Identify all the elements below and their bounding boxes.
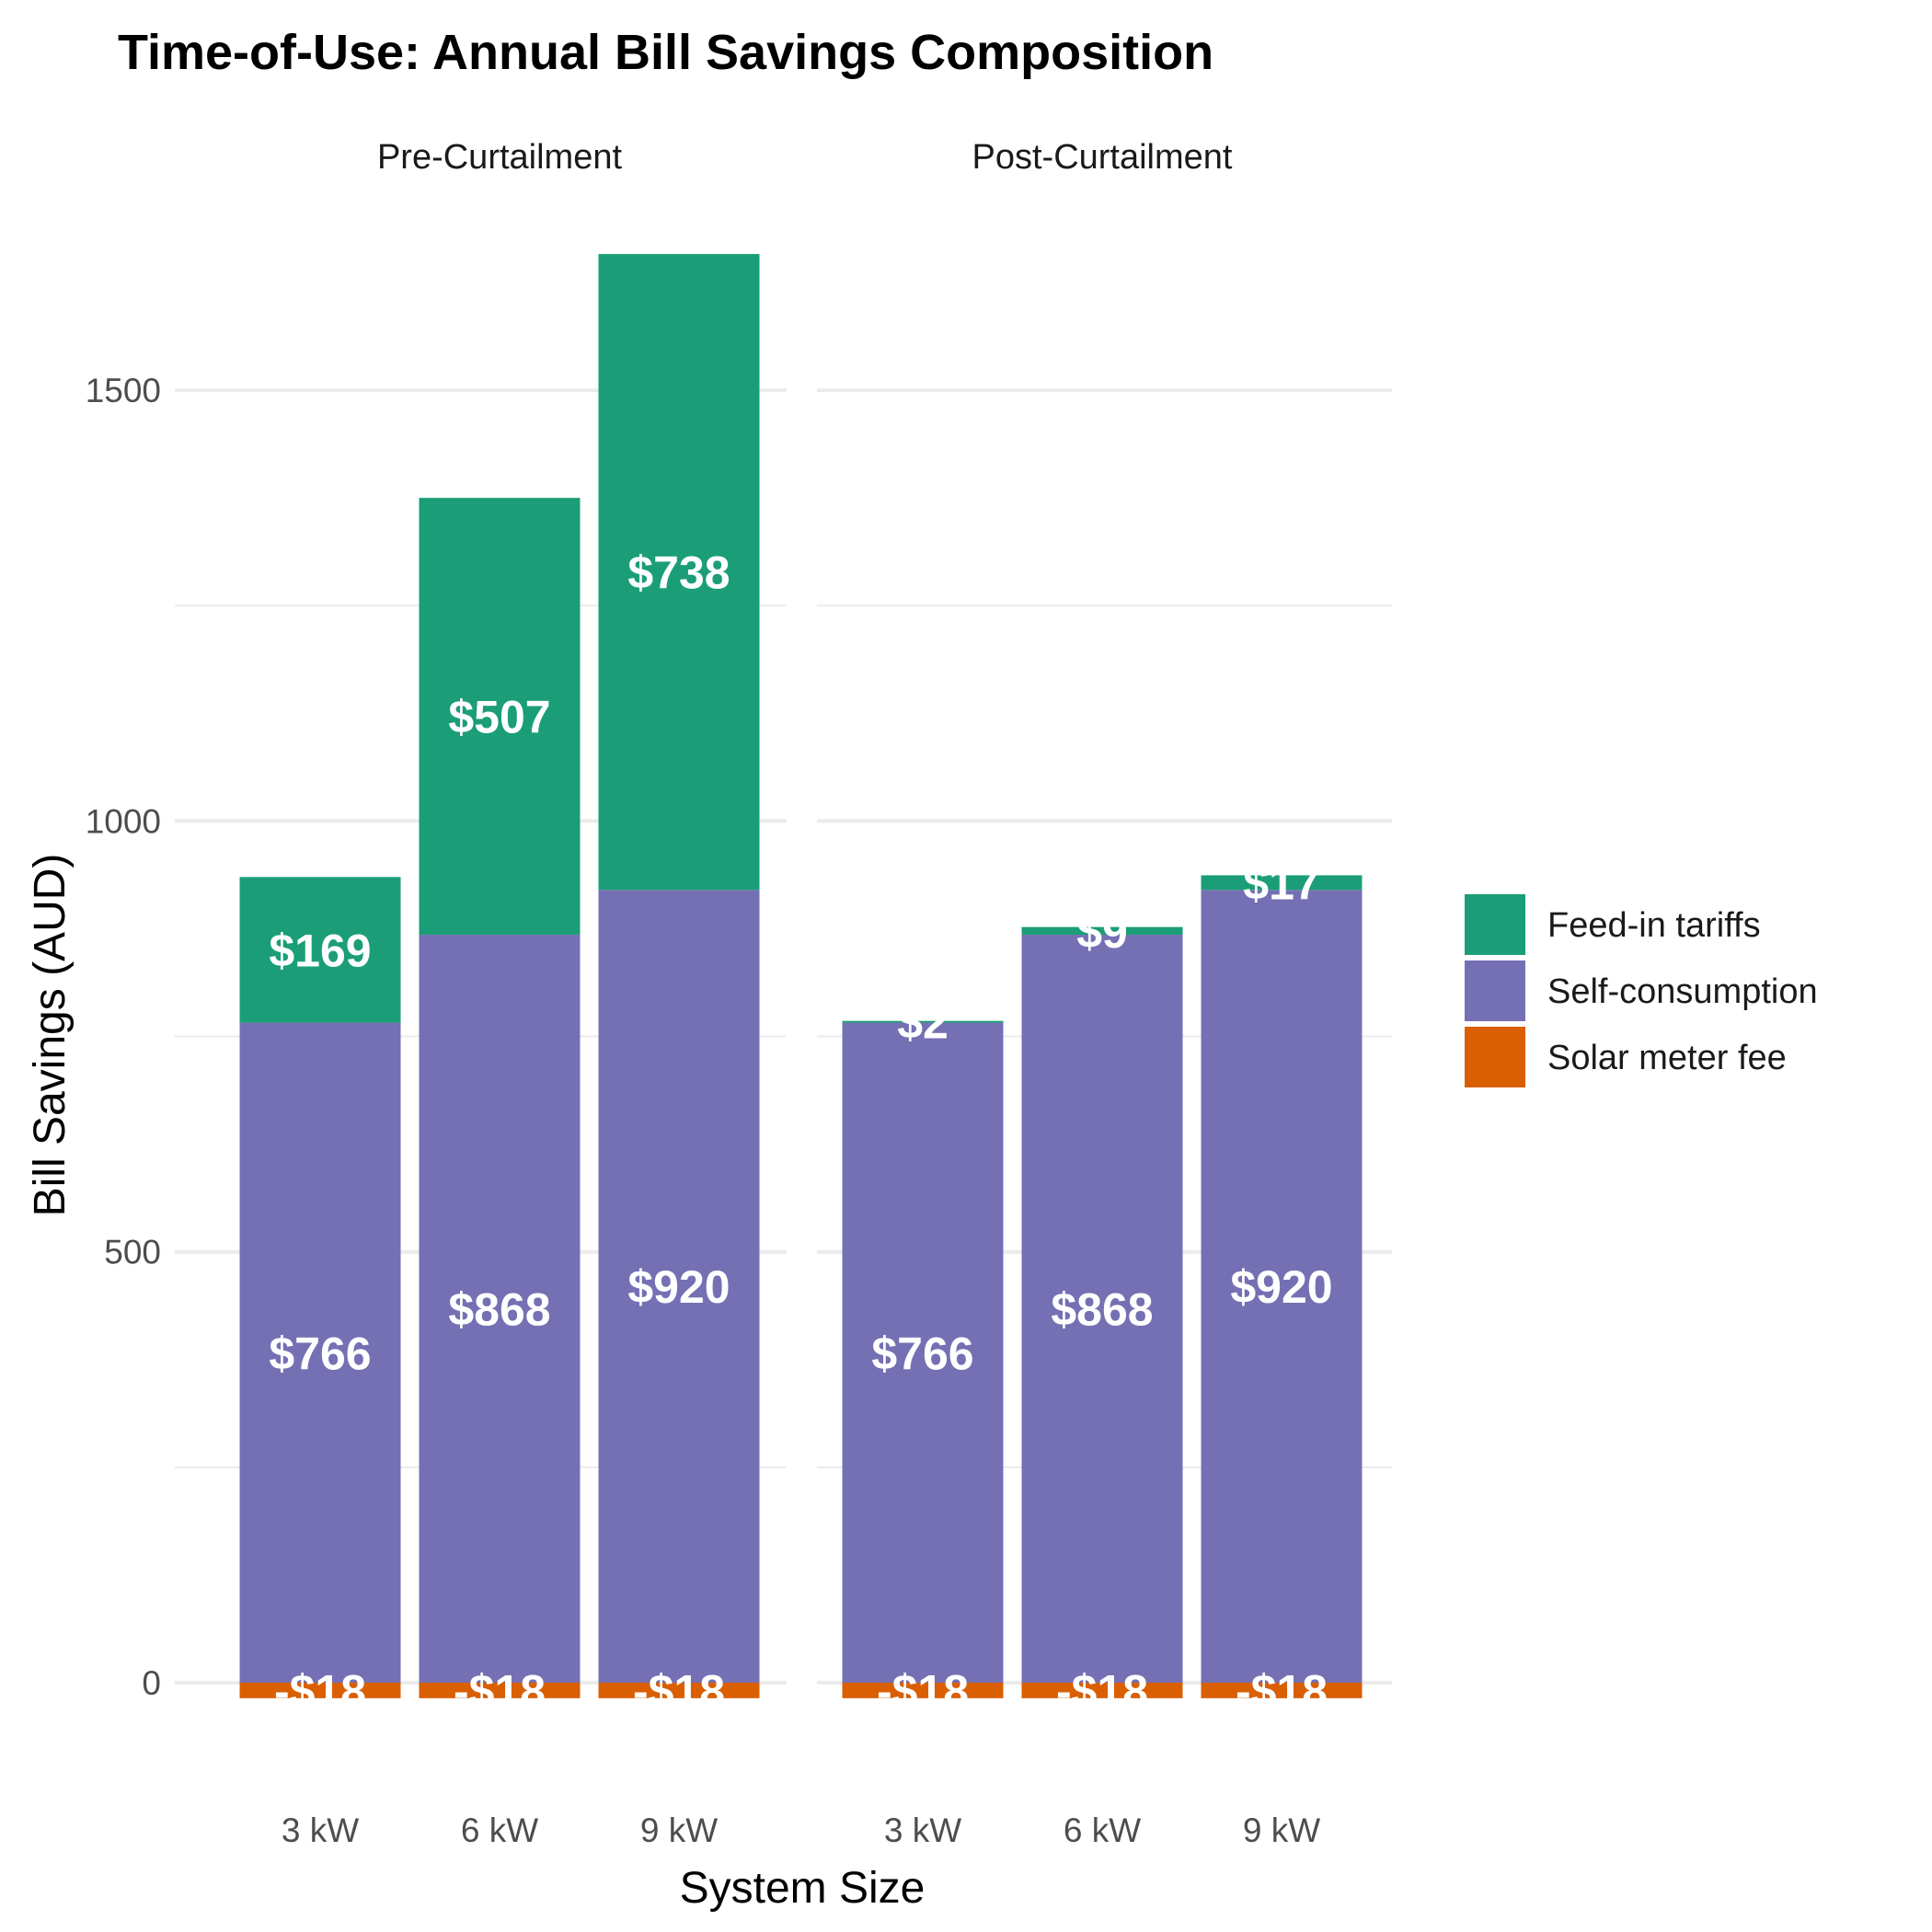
bar-value-label: $507: [448, 692, 550, 743]
chart-title: Time-of-Use: Annual Bill Savings Composi…: [118, 25, 1213, 80]
x-tick-label: 9 kW: [1243, 1811, 1320, 1849]
bars: [239, 254, 1363, 1698]
bar-value-label: $738: [627, 547, 730, 599]
bar-self-consumption: [1021, 935, 1183, 1683]
legend-key: [1465, 1027, 1525, 1087]
axes: 0 500 1000 1500 Pre-Curtailment 3 kW 6 kW 9 kW P…: [86, 138, 1321, 1849]
bar-feed-in-tariffs: [1021, 926, 1183, 936]
bar-value-label: $9: [1076, 906, 1128, 958]
bar-value-label: -$18: [1056, 1665, 1148, 1717]
bar-feed-in-tariffs: [598, 254, 760, 891]
facet-label: Pre-Curtailment: [377, 138, 623, 177]
bar-feed-in-tariffs: [239, 877, 401, 1023]
bar-value-label: -$18: [1236, 1665, 1328, 1717]
y-tick-label: 1000: [86, 802, 161, 840]
bar-value-label: $920: [627, 1261, 730, 1313]
bar-value-label: $868: [1051, 1284, 1153, 1336]
bar-feed-in-tariffs: [842, 1020, 1004, 1023]
bar-solar-meter-fee: [842, 1683, 1004, 1698]
bar-self-consumption: [419, 935, 581, 1683]
x-tick-label: 3 kW: [282, 1811, 359, 1849]
bar-feed-in-tariffs: [1201, 875, 1363, 891]
bar-value-label: $2: [897, 997, 949, 1049]
bar-value-label: -$18: [877, 1665, 969, 1717]
bar-solar-meter-fee: [1021, 1683, 1183, 1698]
bar-value-label: $766: [269, 1328, 371, 1379]
bar-solar-meter-fee: [598, 1683, 760, 1698]
bar-self-consumption: [1201, 890, 1363, 1683]
bar-value-label: -$18: [274, 1665, 366, 1717]
x-tick-label: 6 kW: [461, 1811, 538, 1849]
facet-label: Post-Curtailment: [972, 138, 1233, 177]
bar-value-label: -$18: [633, 1665, 725, 1717]
x-tick-label: 3 kW: [884, 1811, 961, 1849]
bar-self-consumption: [842, 1022, 1004, 1683]
bar-feed-in-tariffs: [419, 498, 581, 936]
bar-self-consumption: [598, 890, 760, 1683]
x-tick-label: 9 kW: [640, 1811, 718, 1849]
y-tick-label: 500: [104, 1234, 161, 1271]
bar-solar-meter-fee: [239, 1683, 401, 1698]
legend: Feed-in tariffs Self-consumption Solar met…: [1465, 894, 1818, 1087]
legend-label: Feed-in tariffs: [1547, 906, 1761, 945]
bar-solar-meter-fee: [1201, 1683, 1363, 1698]
bar-value-label: $868: [448, 1284, 550, 1336]
y-tick-label: 1500: [86, 372, 161, 409]
bar-labels: -$18 $766 $169 -$18 $868 $507 -$18 $920 $738 -$18…: [269, 547, 1332, 1718]
y-tick-label: 0: [142, 1664, 161, 1702]
bar-value-label: $766: [871, 1328, 973, 1379]
bar-value-label: $920: [1230, 1261, 1332, 1313]
bar-value-label: -$18: [454, 1665, 546, 1717]
legend-key: [1465, 960, 1525, 1021]
y-axis-title: Bill Savings (AUD): [26, 854, 75, 1217]
bar-solar-meter-fee: [419, 1683, 581, 1698]
x-axis-title: System Size: [680, 1864, 926, 1913]
bar-value-label: $17: [1243, 857, 1319, 909]
bar-self-consumption: [239, 1022, 401, 1683]
legend-label: Self-consumption: [1547, 972, 1818, 1011]
legend-key: [1465, 894, 1525, 955]
bar-value-label: $169: [269, 925, 371, 976]
legend-label: Solar meter fee: [1547, 1039, 1787, 1077]
x-tick-label: 6 kW: [1064, 1811, 1141, 1849]
